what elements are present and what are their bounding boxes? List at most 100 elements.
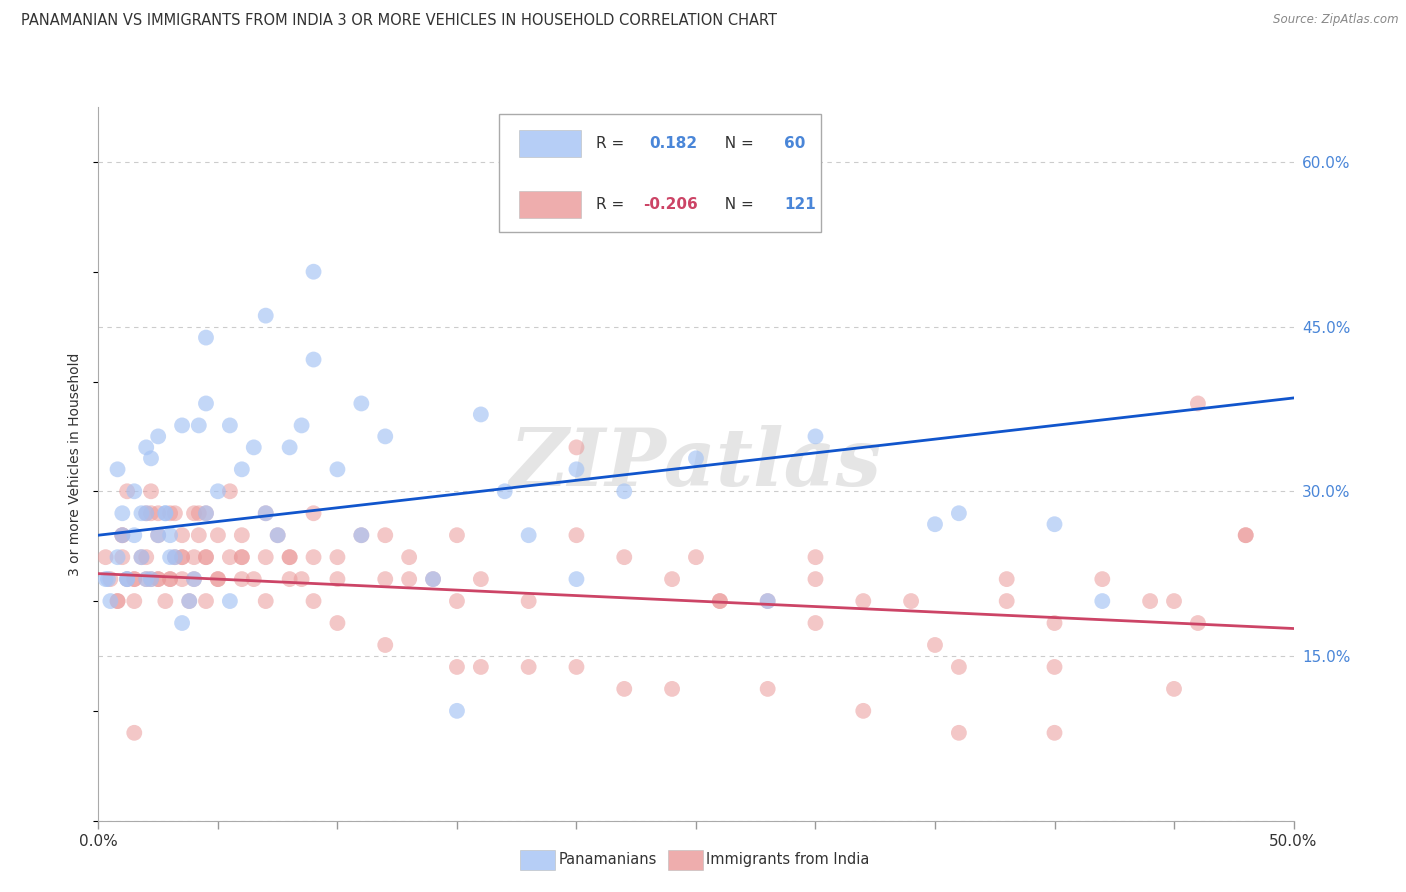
Text: N =: N =: [716, 196, 759, 211]
Point: [124, 572, 146, 586]
Point: [924, 517, 946, 532]
Text: R =: R =: [596, 196, 628, 211]
Point: [207, 528, 229, 542]
Point: [374, 572, 396, 586]
Point: [661, 681, 683, 696]
Point: [565, 528, 588, 542]
Point: [107, 594, 129, 608]
Point: [172, 550, 194, 565]
Point: [852, 594, 875, 608]
Point: [326, 572, 349, 586]
Point: [219, 550, 242, 565]
Point: [231, 550, 253, 565]
Point: [517, 660, 540, 674]
Point: [948, 726, 970, 740]
Point: [159, 506, 181, 520]
Point: [374, 638, 396, 652]
Point: [131, 550, 153, 565]
Point: [111, 528, 134, 542]
Point: [207, 572, 229, 586]
Point: [124, 594, 146, 608]
Point: [94, 550, 117, 565]
Point: [97, 572, 120, 586]
Point: [219, 594, 242, 608]
Point: [613, 550, 636, 565]
Point: [470, 408, 492, 422]
Point: [1163, 594, 1185, 608]
Point: [135, 506, 157, 520]
Point: [155, 506, 177, 520]
Point: [278, 550, 301, 565]
Text: 121: 121: [785, 196, 815, 211]
Point: [179, 594, 201, 608]
Point: [565, 462, 588, 476]
Point: [124, 484, 146, 499]
Point: [148, 528, 170, 542]
Point: [135, 572, 157, 586]
Point: [1043, 660, 1066, 674]
Point: [194, 506, 218, 520]
Text: 60: 60: [785, 136, 806, 151]
Point: [107, 594, 129, 608]
Point: [243, 441, 266, 455]
Point: [163, 506, 186, 520]
Point: [159, 550, 181, 565]
Point: [1139, 594, 1161, 608]
Point: [194, 506, 218, 520]
Point: [804, 550, 827, 565]
Point: [948, 660, 970, 674]
Point: [243, 572, 266, 586]
Point: [172, 572, 194, 586]
Point: [350, 528, 373, 542]
Point: [804, 615, 827, 630]
Point: [254, 594, 277, 608]
Point: [267, 528, 290, 542]
Point: [187, 528, 209, 542]
Point: [1043, 517, 1066, 532]
Text: -0.206: -0.206: [644, 196, 699, 211]
Point: [302, 550, 325, 565]
Point: [159, 528, 181, 542]
Point: [254, 309, 277, 323]
Point: [278, 572, 301, 586]
Point: [1163, 681, 1185, 696]
Point: [398, 550, 420, 565]
Y-axis label: 3 or more Vehicles in Household: 3 or more Vehicles in Household: [69, 352, 83, 575]
Point: [115, 572, 138, 586]
Text: R =: R =: [596, 136, 628, 151]
Point: [852, 704, 875, 718]
Point: [517, 594, 540, 608]
Point: [111, 528, 134, 542]
Point: [613, 484, 636, 499]
Point: [446, 594, 468, 608]
Point: [290, 572, 312, 586]
Point: [148, 572, 170, 586]
Point: [107, 462, 129, 476]
Point: [163, 550, 186, 565]
Point: [115, 572, 138, 586]
Point: [159, 572, 181, 586]
Point: [98, 572, 122, 586]
Point: [194, 550, 218, 565]
Point: [207, 484, 229, 499]
Point: [470, 572, 492, 586]
Point: [900, 594, 922, 608]
Point: [207, 572, 229, 586]
Point: [155, 506, 177, 520]
Point: [517, 528, 540, 542]
Point: [183, 572, 205, 586]
Point: [290, 418, 312, 433]
Point: [172, 418, 194, 433]
Point: [148, 429, 170, 443]
Point: [709, 594, 731, 608]
Text: Immigrants from India: Immigrants from India: [706, 853, 869, 867]
Point: [148, 572, 170, 586]
Point: [179, 594, 201, 608]
Bar: [519, 130, 581, 157]
Point: [115, 484, 138, 499]
Point: [111, 550, 134, 565]
Point: [1091, 594, 1114, 608]
Text: 0.182: 0.182: [650, 136, 697, 151]
Point: [124, 726, 146, 740]
Point: [1091, 572, 1114, 586]
